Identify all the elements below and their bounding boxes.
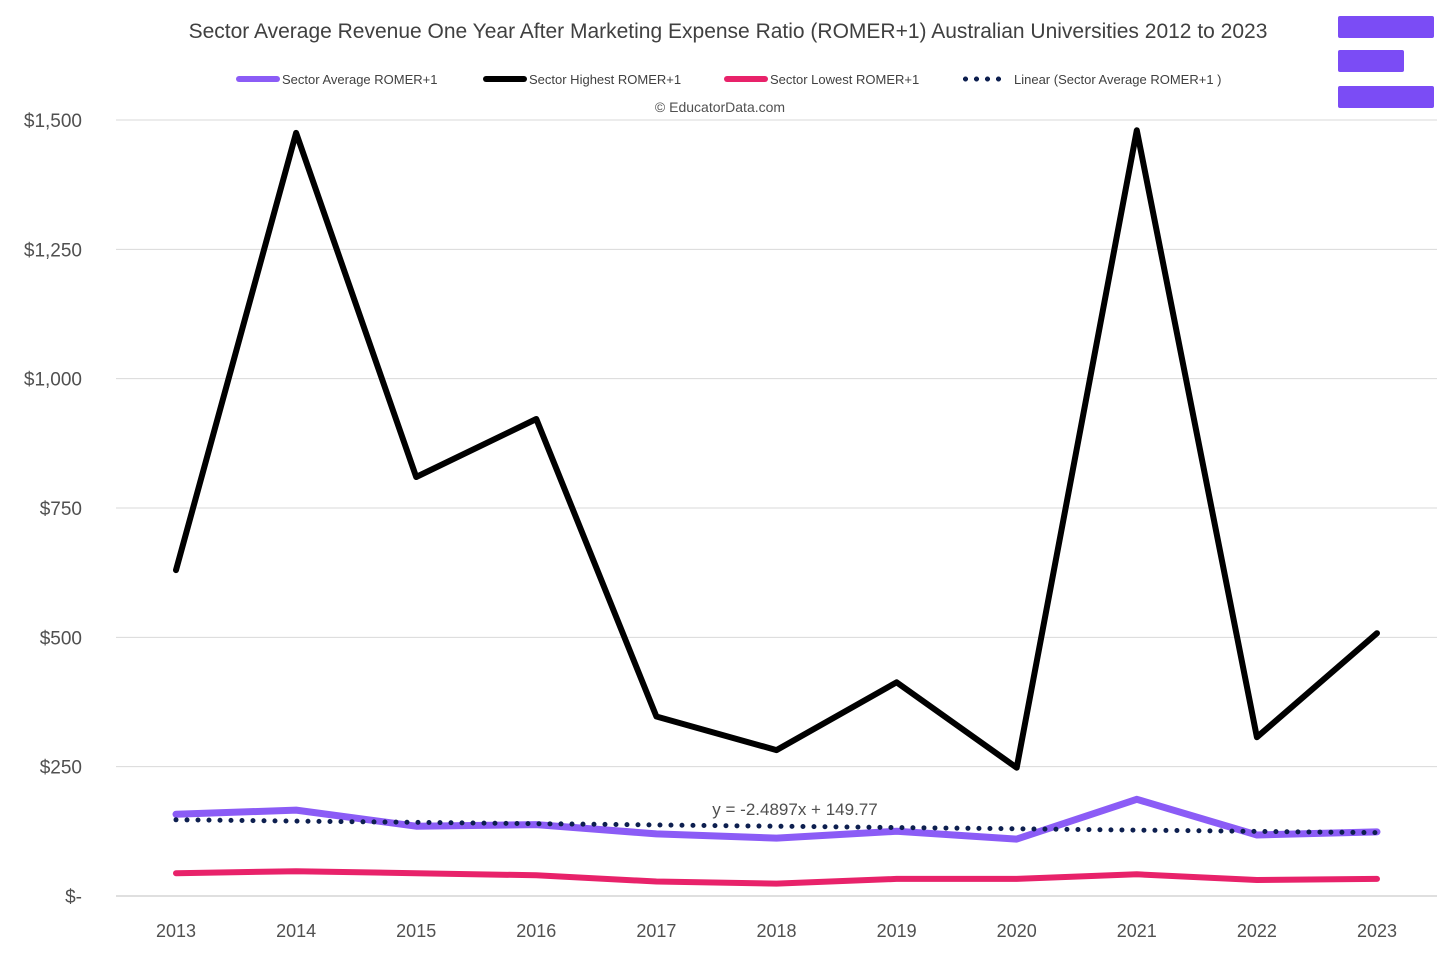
x-tick-label: 2018 <box>756 921 796 941</box>
x-tick-label: 2017 <box>636 921 676 941</box>
y-tick-label: $750 <box>40 499 82 520</box>
logo-bar-bottom <box>1338 86 1434 108</box>
legend: Sector Average ROMER+1 Sector Highest RO… <box>0 68 1456 90</box>
x-tick-label: 2016 <box>516 921 556 941</box>
series-line-lowest <box>173 868 1380 887</box>
copyright-text: © EducatorData.com <box>654 99 786 115</box>
legend-item-average: Sector Average ROMER+1 <box>236 68 437 90</box>
legend-label-lowest: Sector Lowest ROMER+1 <box>770 71 920 87</box>
chart-title: Sector Average Revenue One Year After Ma… <box>188 20 1268 43</box>
y-axis-ticks: $- $250 $500 $750 $1,000 $1,250 $1,500 <box>24 111 82 908</box>
series-line-highest <box>173 127 1380 771</box>
legend-label-average: Sector Average ROMER+1 <box>282 71 438 87</box>
logo-bar-middle <box>1338 50 1404 72</box>
x-tick-label: 2022 <box>1237 921 1277 941</box>
y-tick-label: $1,500 <box>24 111 82 132</box>
trendline-equation: y = -2.4897x + 149.77 <box>712 800 877 819</box>
series-lines <box>172 127 1381 887</box>
legend-item-lowest: Sector Lowest ROMER+1 <box>724 68 919 90</box>
legend-swatch-highest <box>483 76 527 82</box>
legend-swatch-lowest <box>724 76 768 82</box>
gridlines <box>116 119 1437 897</box>
y-tick-label: $250 <box>40 758 82 779</box>
x-tick-label: 2023 <box>1357 921 1397 941</box>
x-tick-label: 2013 <box>156 921 196 941</box>
y-tick-label: $500 <box>40 628 82 649</box>
legend-item-highest: Sector Highest ROMER+1 <box>483 68 681 90</box>
legend-label-highest: Sector Highest ROMER+1 <box>529 71 682 87</box>
x-tick-label: 2020 <box>997 921 1037 941</box>
legend-label-trendline: Linear (Sector Average ROMER+1 ) <box>1014 71 1222 87</box>
y-tick-label: $1,250 <box>24 240 82 261</box>
y-tick-label: $- <box>65 887 82 908</box>
x-tick-label: 2021 <box>1117 921 1157 941</box>
x-axis-ticks: 2013 2014 2015 2016 2017 2018 2019 2020 2021 2022… <box>156 921 1397 941</box>
x-tick-label: 2015 <box>396 921 436 941</box>
logo-bar-top <box>1338 16 1434 38</box>
legend-item-trendline: Linear (Sector Average ROMER+1 ) <box>960 68 1222 90</box>
educatordata-logo <box>1338 16 1436 108</box>
x-tick-label: 2019 <box>877 921 917 941</box>
y-tick-label: $1,000 <box>24 370 82 391</box>
legend-swatch-average <box>236 76 280 82</box>
legend-swatch-trendline <box>960 76 1004 82</box>
x-tick-label: 2014 <box>276 921 316 941</box>
trendline-dotted <box>173 817 1380 836</box>
